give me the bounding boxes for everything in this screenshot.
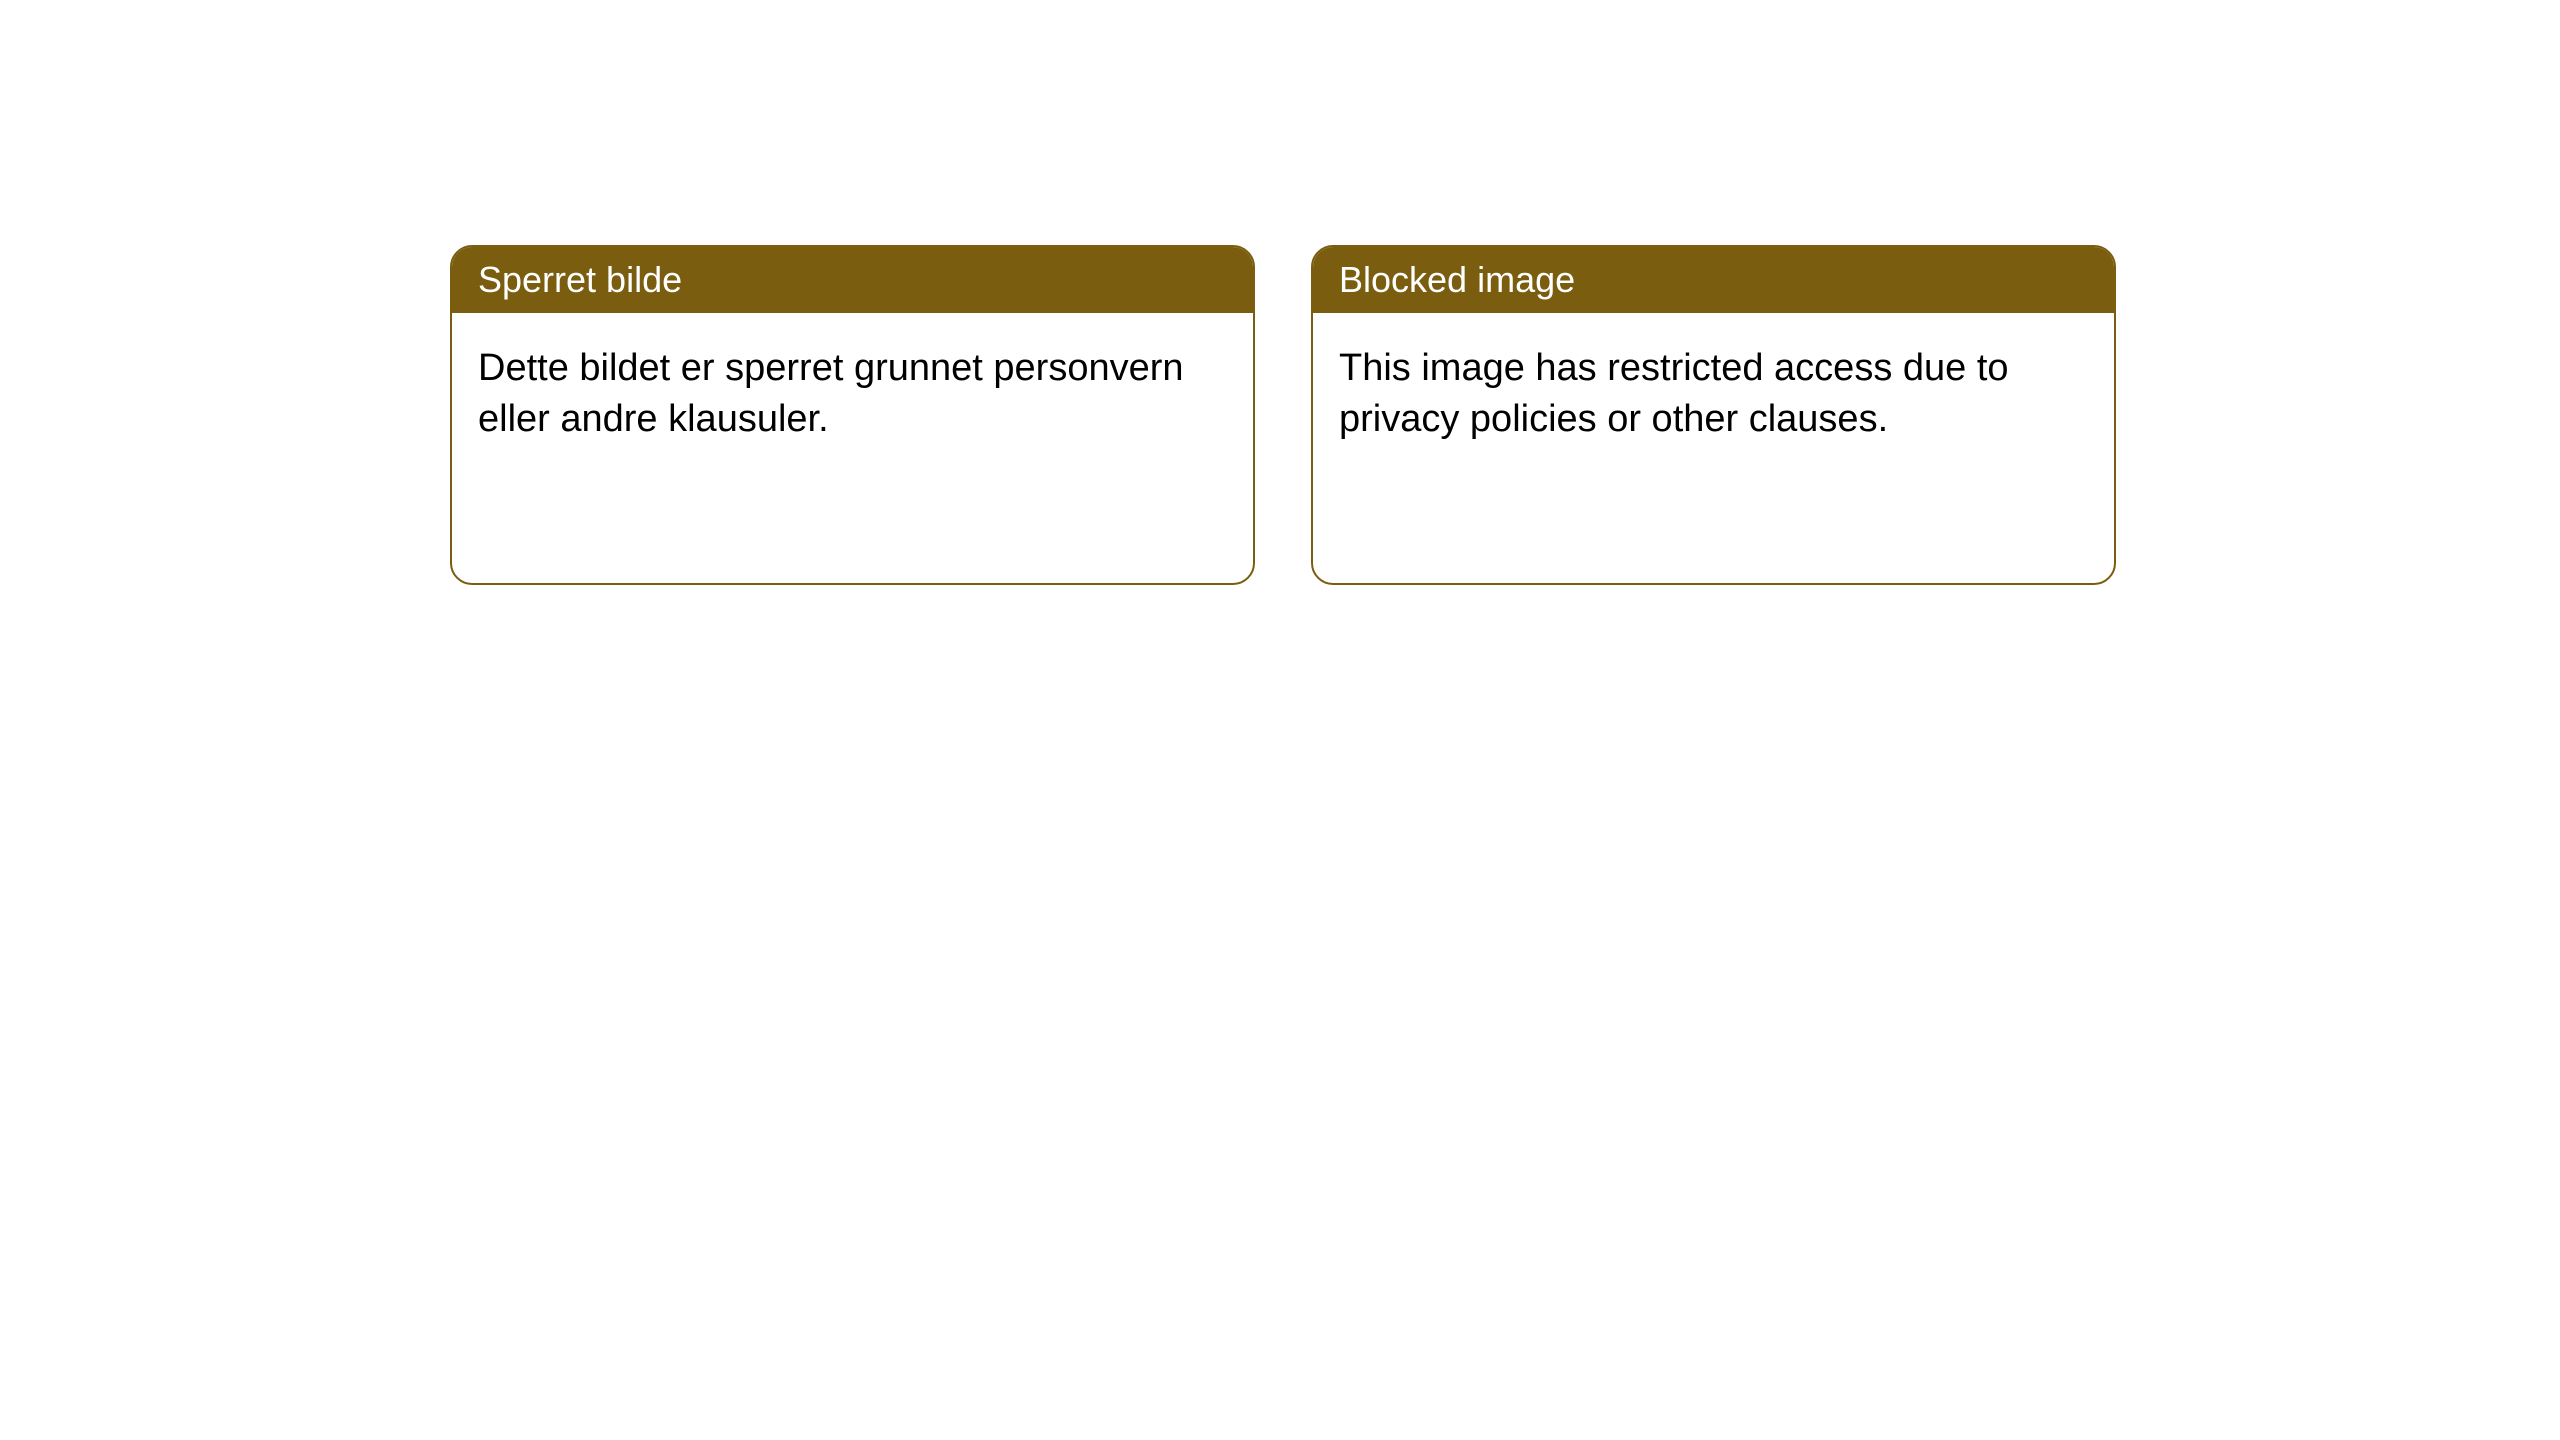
notice-card-body: Dette bildet er sperret grunnet personve…: [452, 313, 1253, 583]
notice-card-norwegian: Sperret bilde Dette bildet er sperret gr…: [450, 245, 1255, 585]
notice-card-english: Blocked image This image has restricted …: [1311, 245, 2116, 585]
notice-card-title: Blocked image: [1313, 247, 2114, 313]
notice-cards-container: Sperret bilde Dette bildet er sperret gr…: [450, 245, 2116, 585]
notice-card-title: Sperret bilde: [452, 247, 1253, 313]
notice-card-body: This image has restricted access due to …: [1313, 313, 2114, 583]
